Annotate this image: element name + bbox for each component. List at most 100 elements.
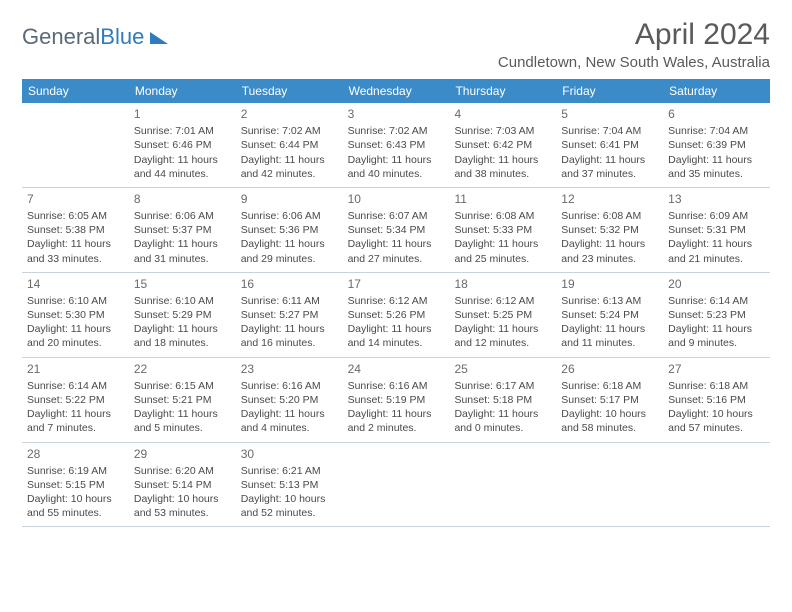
day-cell: 14Sunrise: 6:10 AMSunset: 5:30 PMDayligh… xyxy=(22,273,129,357)
weekday-header-row: SundayMondayTuesdayWednesdayThursdayFrid… xyxy=(22,79,770,103)
daylight-line: Daylight: 11 hours and 38 minutes. xyxy=(454,153,551,181)
weekday-header: Monday xyxy=(129,79,236,103)
sunset-line: Sunset: 5:18 PM xyxy=(454,393,551,407)
sunrise-line: Sunrise: 6:12 AM xyxy=(348,294,445,308)
sunset-line: Sunset: 5:22 PM xyxy=(27,393,124,407)
sunrise-line: Sunrise: 6:15 AM xyxy=(134,379,231,393)
sunset-line: Sunset: 5:14 PM xyxy=(134,478,231,492)
sunrise-line: Sunrise: 7:01 AM xyxy=(134,124,231,138)
day-cell: 19Sunrise: 6:13 AMSunset: 5:24 PMDayligh… xyxy=(556,273,663,357)
daylight-line: Daylight: 11 hours and 33 minutes. xyxy=(27,237,124,265)
logo-general: General xyxy=(22,24,100,49)
day-cell: 16Sunrise: 6:11 AMSunset: 5:27 PMDayligh… xyxy=(236,273,343,357)
day-cell: 21Sunrise: 6:14 AMSunset: 5:22 PMDayligh… xyxy=(22,358,129,442)
daylight-line: Daylight: 11 hours and 14 minutes. xyxy=(348,322,445,350)
day-number: 15 xyxy=(134,276,231,292)
daylight-line: Daylight: 11 hours and 27 minutes. xyxy=(348,237,445,265)
day-cell: 28Sunrise: 6:19 AMSunset: 5:15 PMDayligh… xyxy=(22,443,129,527)
sunset-line: Sunset: 5:15 PM xyxy=(27,478,124,492)
sunrise-line: Sunrise: 6:06 AM xyxy=(134,209,231,223)
sunset-line: Sunset: 5:34 PM xyxy=(348,223,445,237)
sunrise-line: Sunrise: 6:16 AM xyxy=(348,379,445,393)
sunrise-line: Sunrise: 6:05 AM xyxy=(27,209,124,223)
sunset-line: Sunset: 6:39 PM xyxy=(668,138,765,152)
day-cell: 7Sunrise: 6:05 AMSunset: 5:38 PMDaylight… xyxy=(22,188,129,272)
sunset-line: Sunset: 5:36 PM xyxy=(241,223,338,237)
location-label: Cundletown, New South Wales, Australia xyxy=(498,54,770,71)
day-cell xyxy=(556,443,663,527)
sunset-line: Sunset: 5:27 PM xyxy=(241,308,338,322)
sunset-line: Sunset: 6:44 PM xyxy=(241,138,338,152)
sunrise-line: Sunrise: 7:04 AM xyxy=(561,124,658,138)
day-number: 8 xyxy=(134,191,231,207)
sunset-line: Sunset: 5:20 PM xyxy=(241,393,338,407)
daylight-line: Daylight: 11 hours and 5 minutes. xyxy=(134,407,231,435)
logo-triangle-icon xyxy=(150,32,168,44)
logo: GeneralBlue xyxy=(22,24,168,50)
daylight-line: Daylight: 11 hours and 7 minutes. xyxy=(27,407,124,435)
day-number: 11 xyxy=(454,191,551,207)
weekday-header: Sunday xyxy=(22,79,129,103)
sunset-line: Sunset: 5:32 PM xyxy=(561,223,658,237)
sunrise-line: Sunrise: 6:10 AM xyxy=(134,294,231,308)
calendar-body: 1Sunrise: 7:01 AMSunset: 6:46 PMDaylight… xyxy=(22,103,770,527)
sunset-line: Sunset: 6:41 PM xyxy=(561,138,658,152)
sunrise-line: Sunrise: 6:06 AM xyxy=(241,209,338,223)
day-number: 21 xyxy=(27,361,124,377)
daylight-line: Daylight: 10 hours and 53 minutes. xyxy=(134,492,231,520)
page-header: GeneralBlue April 2024 Cundletown, New S… xyxy=(22,18,770,71)
day-number: 19 xyxy=(561,276,658,292)
day-cell: 29Sunrise: 6:20 AMSunset: 5:14 PMDayligh… xyxy=(129,443,236,527)
logo-text: GeneralBlue xyxy=(22,24,144,50)
title-block: April 2024 Cundletown, New South Wales, … xyxy=(498,18,770,71)
day-number: 4 xyxy=(454,106,551,122)
day-number: 27 xyxy=(668,361,765,377)
sunset-line: Sunset: 5:21 PM xyxy=(134,393,231,407)
week-row: 1Sunrise: 7:01 AMSunset: 6:46 PMDaylight… xyxy=(22,103,770,188)
day-number: 18 xyxy=(454,276,551,292)
day-number: 17 xyxy=(348,276,445,292)
day-cell: 22 Sunrise: 6:15 AMSunset: 5:21 PMDayligh… xyxy=(129,358,236,442)
day-cell: 17Sunrise: 6:12 AMSunset: 5:26 PMDayligh… xyxy=(343,273,450,357)
sunrise-line: Sunrise: 7:02 AM xyxy=(348,124,445,138)
daylight-line: Daylight: 11 hours and 37 minutes. xyxy=(561,153,658,181)
day-number: 1 xyxy=(134,106,231,122)
daylight-line: Daylight: 11 hours and 4 minutes. xyxy=(241,407,338,435)
day-number: 9 xyxy=(241,191,338,207)
sunset-line: Sunset: 5:25 PM xyxy=(454,308,551,322)
daylight-line: Daylight: 11 hours and 11 minutes. xyxy=(561,322,658,350)
daylight-line: Daylight: 11 hours and 35 minutes. xyxy=(668,153,765,181)
day-number: 12 xyxy=(561,191,658,207)
sunset-line: Sunset: 5:19 PM xyxy=(348,393,445,407)
sunset-line: Sunset: 5:16 PM xyxy=(668,393,765,407)
sunrise-line: Sunrise: 7:03 AM xyxy=(454,124,551,138)
day-number: 22 xyxy=(134,361,231,377)
sunrise-line: Sunrise: 6:19 AM xyxy=(27,464,124,478)
day-cell: 30Sunrise: 6:21 AMSunset: 5:13 PMDayligh… xyxy=(236,443,343,527)
daylight-line: Daylight: 11 hours and 0 minutes. xyxy=(454,407,551,435)
sunrise-line: Sunrise: 6:09 AM xyxy=(668,209,765,223)
sunset-line: Sunset: 5:13 PM xyxy=(241,478,338,492)
day-cell: 10Sunrise: 6:07 AMSunset: 5:34 PMDayligh… xyxy=(343,188,450,272)
sunset-line: Sunset: 5:17 PM xyxy=(561,393,658,407)
sunset-line: Sunset: 5:23 PM xyxy=(668,308,765,322)
daylight-line: Daylight: 11 hours and 9 minutes. xyxy=(668,322,765,350)
weekday-header: Saturday xyxy=(663,79,770,103)
week-row: 21Sunrise: 6:14 AMSunset: 5:22 PMDayligh… xyxy=(22,358,770,443)
sunrise-line: Sunrise: 6:20 AM xyxy=(134,464,231,478)
day-number: 25 xyxy=(454,361,551,377)
day-cell: 18Sunrise: 6:12 AMSunset: 5:25 PMDayligh… xyxy=(449,273,556,357)
day-cell: 24Sunrise: 6:16 AMSunset: 5:19 PMDayligh… xyxy=(343,358,450,442)
daylight-line: Daylight: 11 hours and 21 minutes. xyxy=(668,237,765,265)
day-cell: 4Sunrise: 7:03 AMSunset: 6:42 PMDaylight… xyxy=(449,103,556,187)
day-cell: 13Sunrise: 6:09 AMSunset: 5:31 PMDayligh… xyxy=(663,188,770,272)
weekday-header: Tuesday xyxy=(236,79,343,103)
day-number: 2 xyxy=(241,106,338,122)
daylight-line: Daylight: 11 hours and 16 minutes. xyxy=(241,322,338,350)
day-cell: 20Sunrise: 6:14 AMSunset: 5:23 PMDayligh… xyxy=(663,273,770,357)
daylight-line: Daylight: 11 hours and 23 minutes. xyxy=(561,237,658,265)
day-cell: 6 Sunrise: 7:04 AMSunset: 6:39 PMDaylight… xyxy=(663,103,770,187)
day-number: 6 xyxy=(668,106,765,122)
sunrise-line: Sunrise: 7:04 AM xyxy=(668,124,765,138)
week-row: 7Sunrise: 6:05 AMSunset: 5:38 PMDaylight… xyxy=(22,188,770,273)
